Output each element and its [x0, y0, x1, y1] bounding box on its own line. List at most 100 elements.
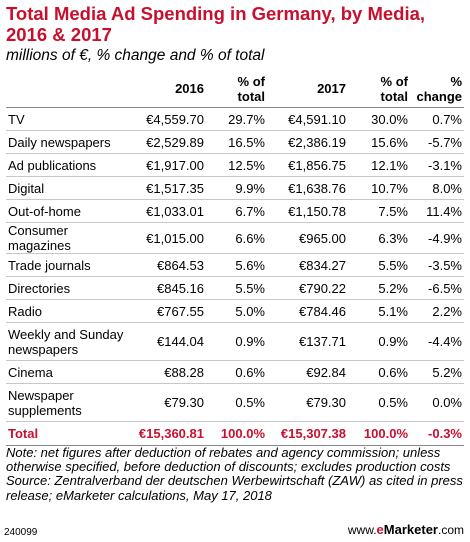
table-cell: €137.71	[267, 322, 348, 361]
total-row: Total €15,360.81 100.0% €15,307.38 100.0% -0.…	[6, 421, 464, 446]
table-cell: 7.5%	[348, 199, 410, 223]
table-cell: -6.5%	[410, 276, 464, 300]
row-label: Radio	[6, 299, 129, 323]
table-cell: 0.5%	[348, 383, 410, 422]
row-label: Directories	[6, 276, 129, 300]
table-row: Consumer magazines €1,015.00 6.6% €965.00 6.…	[6, 222, 464, 254]
table-cell: 15.6%	[348, 130, 410, 154]
row-label: Total	[6, 421, 129, 446]
table-cell: €834.27	[267, 253, 348, 277]
row-label: Daily newspapers	[6, 130, 129, 154]
row-label: Ad publications	[6, 153, 129, 177]
brand-prefix: www.	[347, 523, 377, 537]
source-text: Source: Zentralverband der deutschen Wer…	[6, 473, 463, 503]
row-label: Weekly and Sunday newspapers	[6, 322, 129, 361]
chart-id: 240099	[4, 527, 38, 538]
data-table: 2016 % of total 2017 % of total % change…	[6, 70, 464, 446]
table-row: Digital €1,517.35 9.9% €1,638.76 10.7% 8.0%	[6, 176, 464, 200]
table-row: Radio €767.55 5.0% €784.46 5.1% 2.2%	[6, 299, 464, 323]
table-cell: €1,638.76	[267, 176, 348, 200]
table-cell: €1,917.00	[129, 153, 206, 177]
chart-title: Total Media Ad Spending in Germany, by M…	[6, 3, 426, 45]
table-cell: €88.28	[129, 360, 206, 384]
brand-suffix: .com	[437, 523, 464, 537]
table-cell: 9.9%	[206, 176, 267, 200]
table-cell: €15,307.38	[267, 421, 348, 446]
table-row: Weekly and Sunday newspapers €144.04 0.9% €…	[6, 322, 464, 361]
table-cell: €2,386.19	[267, 130, 348, 154]
table-cell: €790.22	[267, 276, 348, 300]
table-cell: 29.7%	[206, 107, 267, 131]
table-cell: 6.6%	[206, 222, 267, 254]
table-cell: €2,529.89	[129, 130, 206, 154]
table-cell: €767.55	[129, 299, 206, 323]
brand-logo[interactable]: www.eMarketer.com	[348, 522, 464, 537]
table-cell: 6.3%	[348, 222, 410, 254]
table-row: Newspaper supplements €79.30 0.5% €79.30 0.5…	[6, 383, 464, 422]
table-row: Out-of-home €1,033.01 6.7% €1,150.78 7.5% 11.…	[6, 199, 464, 223]
table-cell: -0.3%	[410, 421, 464, 446]
table-cell: 6.7%	[206, 199, 267, 223]
table-row: Trade journals €864.53 5.6% €834.27 5.5% -3.5…	[6, 253, 464, 277]
table-cell: 100.0%	[206, 421, 267, 446]
table-cell: 5.0%	[206, 299, 267, 323]
table-cell: 0.5%	[206, 383, 267, 422]
table-cell: 0.6%	[206, 360, 267, 384]
table-cell: 0.7%	[410, 107, 464, 131]
table-cell: 5.2%	[348, 276, 410, 300]
header-cell-share-2017: % of total	[348, 70, 410, 108]
table-cell: 12.5%	[206, 153, 267, 177]
table-cell: €864.53	[129, 253, 206, 277]
table-cell: 5.5%	[348, 253, 410, 277]
table-cell: €92.84	[267, 360, 348, 384]
table-cell: €15,360.81	[129, 421, 206, 446]
header-row: 2016 % of total 2017 % of total % change	[6, 70, 464, 108]
table-cell: 8.0%	[410, 176, 464, 200]
chart-subtitle: millions of €, % change and % of total	[6, 47, 265, 64]
header-cell-2016: 2016	[129, 70, 206, 108]
table-cell: 16.5%	[206, 130, 267, 154]
table-cell: -4.9%	[410, 222, 464, 254]
table-cell: 10.7%	[348, 176, 410, 200]
row-label: Out-of-home	[6, 199, 129, 223]
table-cell: 5.5%	[206, 276, 267, 300]
table-row: Daily newspapers €2,529.89 16.5% €2,386.19 1…	[6, 130, 464, 154]
row-label: Trade journals	[6, 253, 129, 277]
table-cell: -4.4%	[410, 322, 464, 361]
table-cell: 30.0%	[348, 107, 410, 131]
table-row: Cinema €88.28 0.6% €92.84 0.6% 5.2%	[6, 360, 464, 384]
table-cell: 100.0%	[348, 421, 410, 446]
table-cell: 12.1%	[348, 153, 410, 177]
table-cell: 0.6%	[348, 360, 410, 384]
table-cell: €4,559.70	[129, 107, 206, 131]
table-cell: €79.30	[129, 383, 206, 422]
header-cell-change: % change	[410, 70, 464, 108]
notes-block: Note: net figures after deduction of reb…	[6, 445, 466, 503]
table-cell: €1,856.75	[267, 153, 348, 177]
table-cell: €1,015.00	[129, 222, 206, 254]
table-cell: -5.7%	[410, 130, 464, 154]
header-cell-label	[6, 70, 129, 108]
header-cell-2017: 2017	[267, 70, 348, 108]
table-cell: -3.5%	[410, 253, 464, 277]
table-cell: 5.1%	[348, 299, 410, 323]
table-cell: €79.30	[267, 383, 348, 422]
row-label: Newspaper supplements	[6, 383, 129, 422]
row-label: Consumer magazines	[6, 222, 129, 254]
table-cell: 5.6%	[206, 253, 267, 277]
table-cell: €1,150.78	[267, 199, 348, 223]
row-label: Digital	[6, 176, 129, 200]
brand-e: e	[376, 522, 384, 537]
table-cell: 0.9%	[206, 322, 267, 361]
table-cell: 5.2%	[410, 360, 464, 384]
table-body: TV €4,559.70 29.7% €4,591.10 30.0% 0.7% Daily …	[6, 107, 464, 446]
table-cell: 2.2%	[410, 299, 464, 323]
table-cell: 11.4%	[410, 199, 464, 223]
header-cell-share-2016: % of total	[206, 70, 267, 108]
table-cell: 0.9%	[348, 322, 410, 361]
table-cell: €965.00	[267, 222, 348, 254]
note-text: Note: net figures after deduction of reb…	[6, 445, 451, 475]
table-cell: 0.0%	[410, 383, 464, 422]
table-row: TV €4,559.70 29.7% €4,591.10 30.0% 0.7%	[6, 107, 464, 131]
table-row: Ad publications €1,917.00 12.5% €1,856.75 12…	[6, 153, 464, 177]
